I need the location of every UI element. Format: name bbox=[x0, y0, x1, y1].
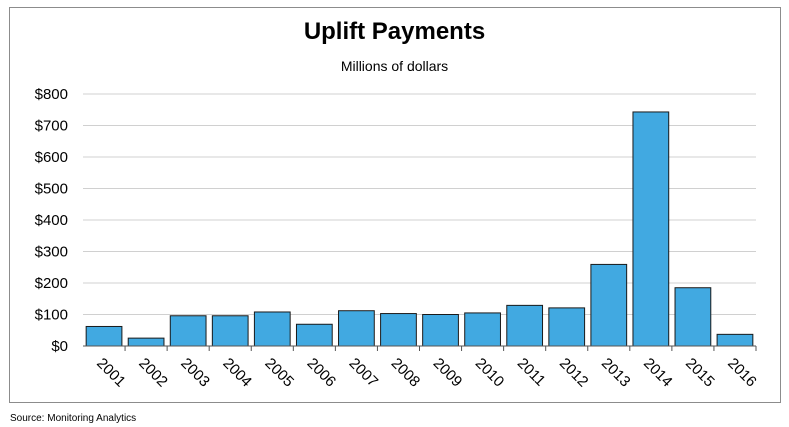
y-tick-label: $400 bbox=[35, 212, 68, 229]
x-tick-label-2006: 2006 bbox=[304, 355, 340, 391]
x-tick-label-2011: 2011 bbox=[514, 355, 549, 390]
y-tick-label: $0 bbox=[51, 338, 68, 355]
x-tick-label-2015: 2015 bbox=[682, 355, 718, 391]
y-tick-label: $500 bbox=[35, 181, 68, 198]
bar-2016 bbox=[716, 333, 754, 347]
y-tick-label: $200 bbox=[35, 275, 68, 292]
chart-title: Uplift Payments bbox=[303, 18, 486, 45]
x-tick-label-2016: 2016 bbox=[724, 355, 760, 391]
y-tick-label: $800 bbox=[35, 86, 68, 103]
x-tick-label-2010: 2010 bbox=[472, 355, 508, 391]
y-tick-label: $700 bbox=[35, 118, 68, 135]
bar-2010 bbox=[464, 312, 501, 347]
x-tick-label-2007: 2007 bbox=[346, 355, 382, 391]
y-tick-label: $100 bbox=[35, 307, 68, 324]
bar-2014 bbox=[632, 111, 670, 347]
bar-2006 bbox=[295, 323, 333, 347]
bar-2008 bbox=[380, 313, 417, 347]
bar-2012 bbox=[548, 307, 586, 347]
x-tick-label-2001: 2001 bbox=[93, 355, 129, 391]
bar-2002 bbox=[127, 337, 165, 347]
bar-2015 bbox=[674, 287, 712, 347]
bar-2003 bbox=[169, 315, 207, 347]
x-tick-label-2004: 2004 bbox=[219, 355, 255, 391]
x-tick-label-2014: 2014 bbox=[640, 355, 676, 391]
x-tick-label-2002: 2002 bbox=[135, 355, 171, 391]
y-tick-label: $600 bbox=[35, 149, 68, 166]
source-note: Source: Monitoring Analytics bbox=[10, 413, 137, 424]
x-tick-label-2008: 2008 bbox=[388, 355, 424, 391]
x-tick-label-2012: 2012 bbox=[556, 355, 592, 391]
bar-2004 bbox=[211, 315, 249, 347]
x-tick-label-2005: 2005 bbox=[261, 355, 297, 391]
x-tick-label-2013: 2013 bbox=[598, 355, 634, 391]
bar-2001 bbox=[85, 325, 123, 347]
x-tick-label-2009: 2009 bbox=[430, 355, 466, 391]
bar-2011 bbox=[506, 304, 544, 347]
bar-2009 bbox=[422, 314, 459, 347]
bar-2005 bbox=[253, 311, 291, 347]
bar-2013 bbox=[590, 263, 628, 347]
x-tick-label-2003: 2003 bbox=[177, 355, 213, 391]
bar-2007 bbox=[338, 310, 375, 347]
chart-subtitle: Millions of dollars bbox=[340, 58, 449, 74]
y-tick-label: $300 bbox=[35, 244, 68, 261]
